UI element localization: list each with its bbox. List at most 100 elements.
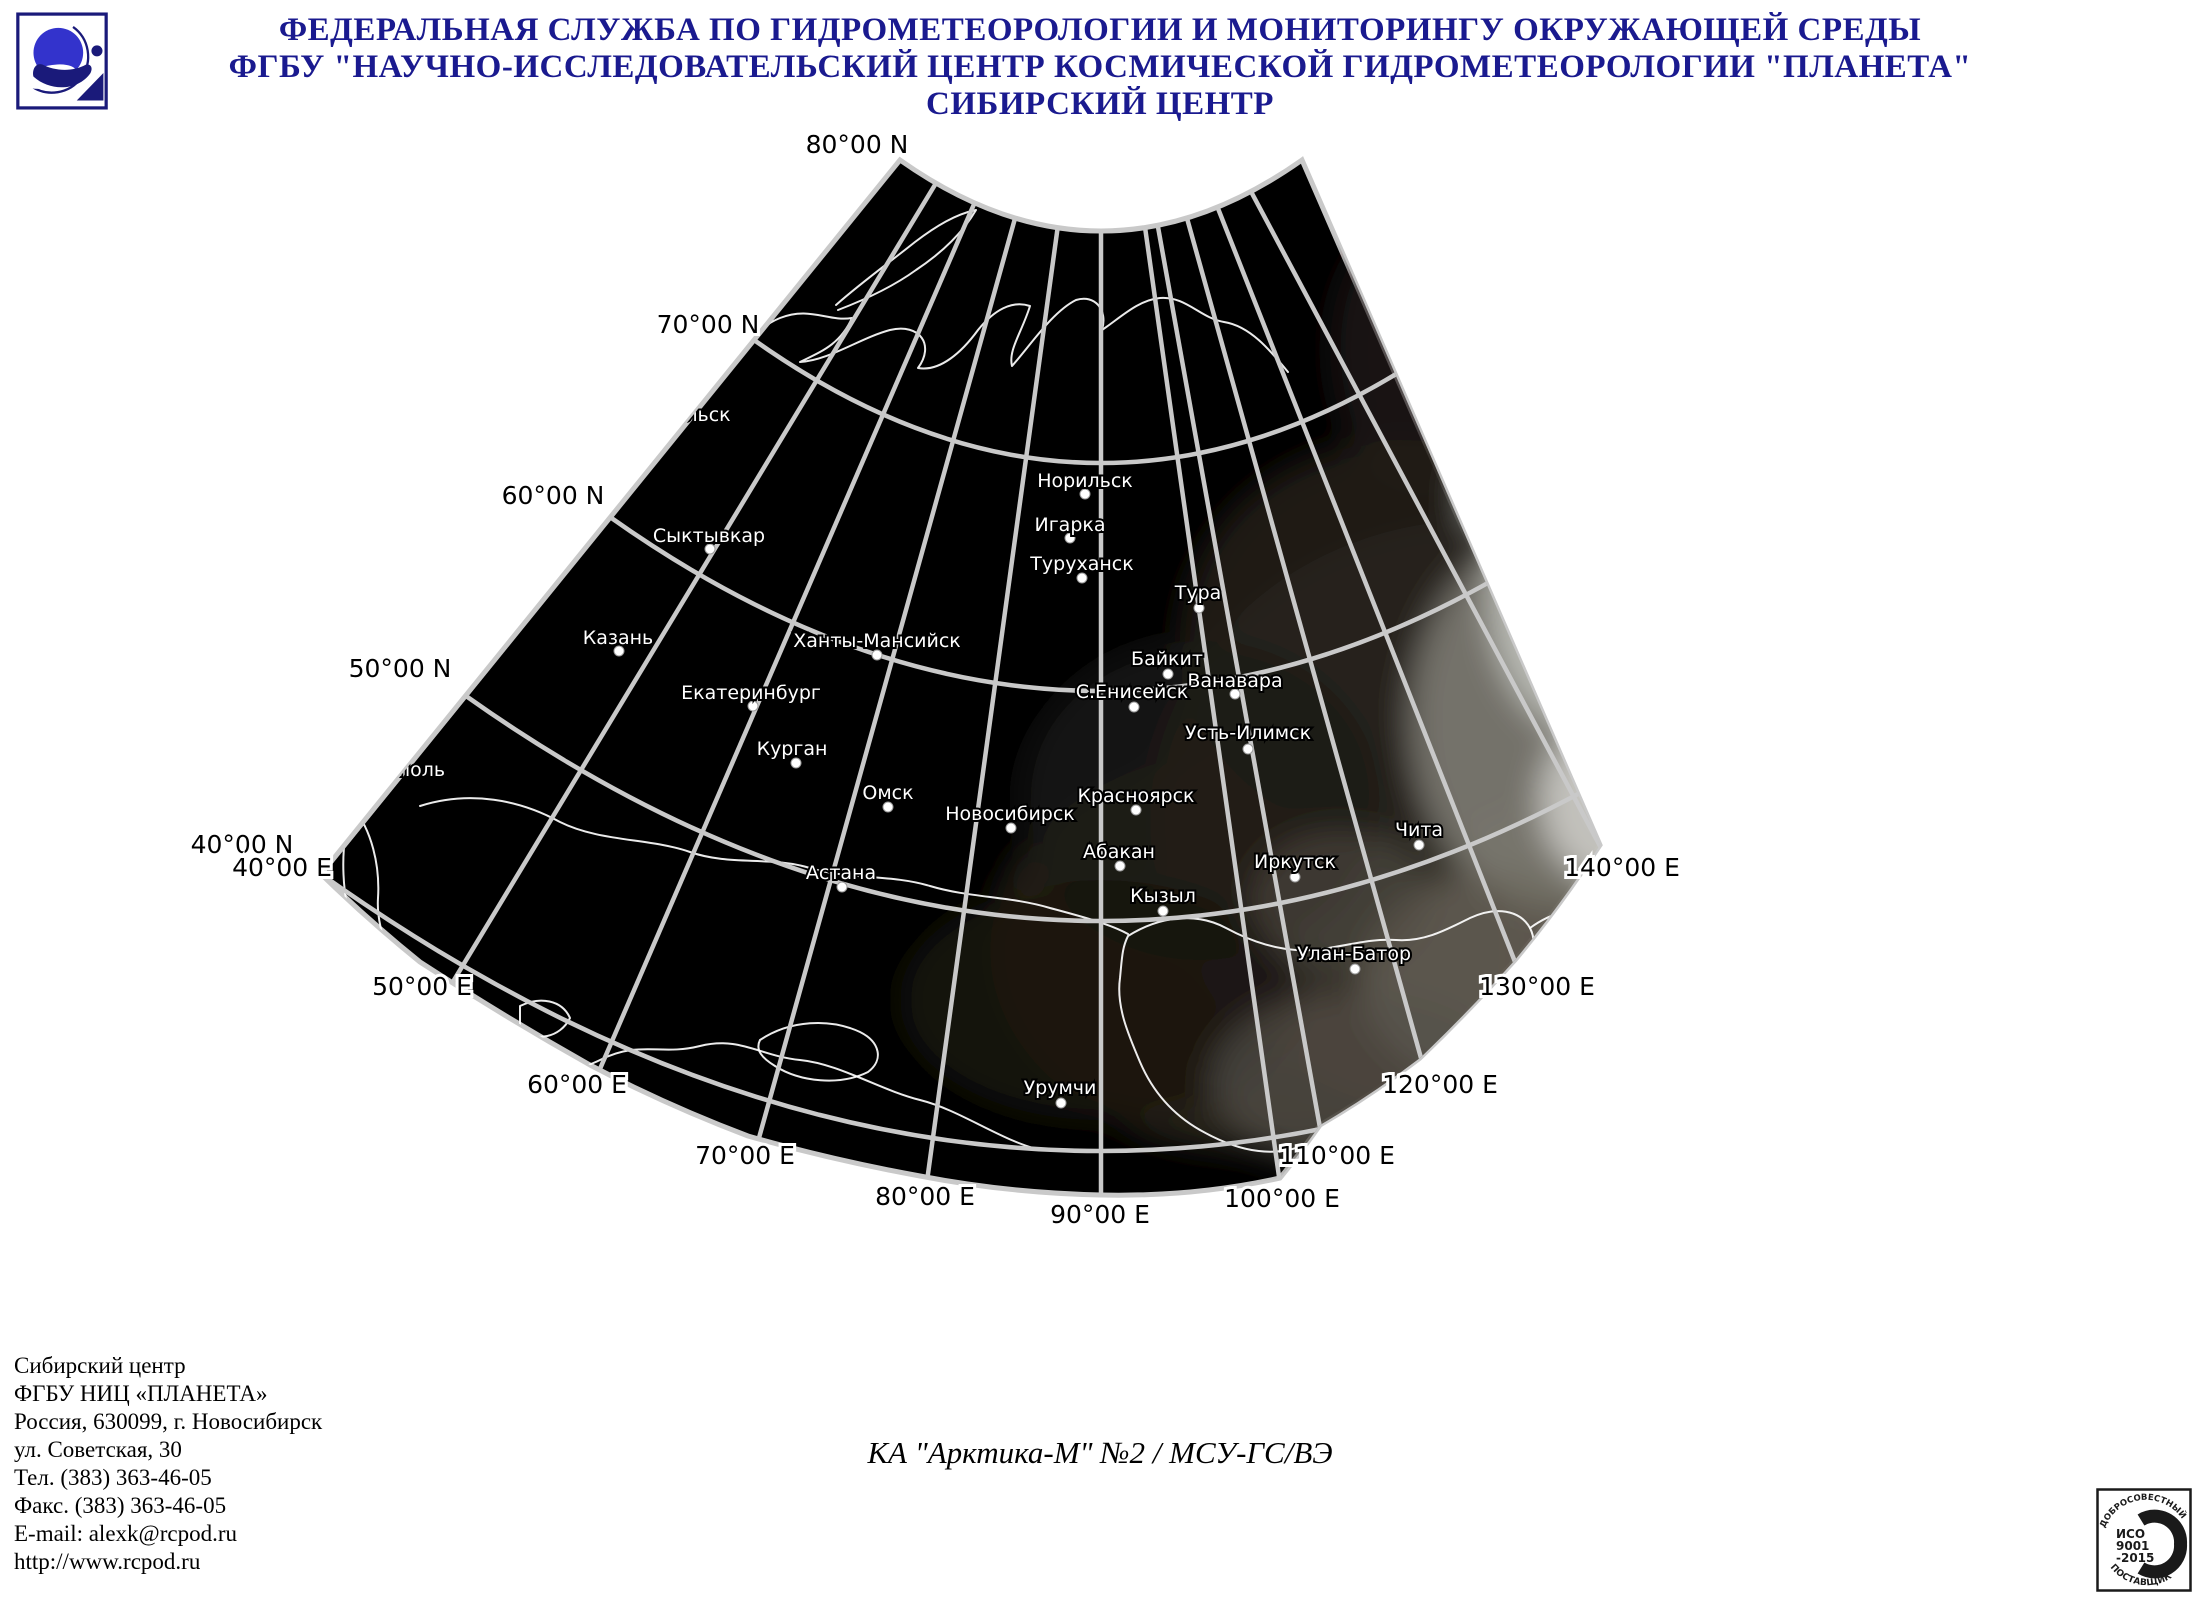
city-dot <box>1289 871 1301 883</box>
header-line-3: СИБИРСКИЙ ЦЕНТР <box>926 86 1274 122</box>
grid-label: 110°00 E <box>1279 1141 1395 1170</box>
city-label: Иркутск <box>1254 851 1336 873</box>
border-kazakhstan-north <box>419 797 1129 935</box>
city-label: Омск <box>862 782 913 804</box>
meridian-50e <box>374 160 1030 1111</box>
coastline-east <box>1559 299 1600 629</box>
city-label: Ванавара <box>1187 670 1282 692</box>
city-dot <box>1162 668 1174 680</box>
city-label: Чита <box>1395 819 1443 841</box>
city-label: Урумчи <box>1024 1077 1097 1099</box>
grid-label: 90°00 E <box>1050 1200 1150 1229</box>
iso-stamp-icon: ДОБРОСОВЕСТНЫЙ ИСО 9001 -2015 ПОСТАВЩИК <box>2096 1488 2192 1592</box>
city-dot <box>882 801 894 813</box>
contact-line: ФГБУ НИЦ «ПЛАНЕТА» <box>14 1381 268 1406</box>
city-dot <box>1114 860 1126 872</box>
city-dot <box>613 645 625 657</box>
city-dot <box>1079 488 1091 500</box>
meridian-120e <box>1136 160 1480 1196</box>
stamp-2015: -2015 <box>2116 1551 2154 1565</box>
contact-line: Россия, 630099, г. Новосибирск <box>14 1409 323 1434</box>
grid-label: 40°00 E <box>232 853 332 882</box>
city-dot <box>871 649 883 661</box>
stamp-c-glyph <box>2137 1509 2188 1579</box>
logo-satellite <box>91 45 103 57</box>
planeta-logo <box>16 12 108 110</box>
header-title-block: ФЕДЕРАЛЬНАЯ СЛУЖБА ПО ГИДРОМЕТЕОРОЛОГИИ … <box>0 12 2200 123</box>
city-label: Ставрополь <box>327 759 445 781</box>
planeta-logo-icon <box>16 12 108 110</box>
grid-label: 70°00 E <box>695 1141 795 1170</box>
annotation-channels: Спектральные каналы R: 0,80 - 0,90 мкм, … <box>0 1588 2200 1600</box>
city-label: Архангельск <box>603 404 730 426</box>
city-dot <box>1229 688 1241 700</box>
grid-label: 60°00 E <box>527 1070 627 1099</box>
border-kyrgyz-loop <box>757 1022 879 1082</box>
iso-stamp: ДОБРОСОВЕСТНЫЙ ИСО 9001 -2015 ПОСТАВЩИК <box>2096 1488 2192 1592</box>
meridian-100e <box>1117 160 1299 1196</box>
city-dot <box>790 757 802 769</box>
city-label: Кызыл <box>1130 885 1196 907</box>
city-label: Астана <box>806 862 876 884</box>
city-label: Сыктывкар <box>653 525 765 547</box>
graticule <box>321 160 1600 1196</box>
contact-line: Факс. (383) 363-46-05 <box>14 1493 227 1518</box>
city-dot <box>1064 532 1076 544</box>
logo-planet <box>33 27 84 78</box>
city-label: Игарка <box>1034 514 1105 536</box>
city-label: Новосибирск <box>945 803 1075 825</box>
city-label: Улан-Батор <box>1297 943 1411 965</box>
city-dot <box>1005 822 1017 834</box>
city-dot <box>1157 905 1169 917</box>
meridian-80e <box>908 160 1085 1196</box>
city-dot <box>836 881 848 893</box>
meridian-60e <box>542 160 1048 1196</box>
city-label: Екатеринбург <box>681 682 821 704</box>
grid-label: 130°00 E <box>1479 972 1595 1001</box>
grid-label: 60°00 N <box>502 481 605 510</box>
meridian-140e <box>1165 160 1600 1148</box>
border-right-edge <box>1599 679 1600 846</box>
stamp-9001: 9001 <box>2116 1539 2149 1553</box>
city-dot <box>662 423 674 435</box>
city-label: Казань <box>583 627 654 649</box>
header-line-1: ФЕДЕРАЛЬНАЯ СЛУЖБА ПО ГИДРОМЕТЕОРОЛОГИИ … <box>278 12 1922 48</box>
contact-line: ул. Советская, 30 <box>14 1437 182 1462</box>
grid-label: 80°00 E <box>875 1182 975 1211</box>
city-label: Норильск <box>1037 470 1133 492</box>
meridian-110e <box>1123 160 1352 1196</box>
contact-block: Сибирский центр ФГБУ НИЦ «ПЛАНЕТА» Россия,… <box>14 1352 322 1576</box>
annotation-block: КА "Арктика-М" №2 / МСУ-ГС/ВЭ Спектральн… <box>0 1318 2200 1600</box>
city-label: Курган <box>757 738 828 760</box>
grid-label: 120°00 E <box>1382 1070 1498 1099</box>
city-dot <box>747 700 759 712</box>
city-dot <box>1055 1097 1067 1109</box>
grid-label: 80°00 N <box>806 130 909 159</box>
logo-swoosh <box>33 64 92 88</box>
grid-label: 50°00 N <box>349 654 452 683</box>
city-dot <box>1128 701 1140 713</box>
annotation-satellite: КА "Арктика-М" №2 / МСУ-ГС/ВЭ <box>867 1435 1333 1470</box>
contact-line: Сибирский центр <box>14 1353 186 1378</box>
city-dot <box>1242 743 1254 755</box>
city-label: Туруханск <box>1029 553 1133 575</box>
meridian-70e <box>722 160 1066 1196</box>
city-label: Тура <box>1174 582 1222 604</box>
city-label: Красноярск <box>1077 785 1194 807</box>
contact-line: Тел. (383) 363-46-05 <box>14 1465 212 1490</box>
coastline-arctic <box>596 296 1289 394</box>
grid-labels-layer: 80°00 N 70°00 N 60°00 N 50°00 N 40°00 N40°00… <box>188 127 1683 1232</box>
stamp-iso: ИСО <box>2116 1527 2145 1541</box>
city-dot <box>1076 572 1088 584</box>
city-dot <box>1193 602 1205 614</box>
city-label: Ханты-Мансийск <box>793 630 961 652</box>
city-dot <box>1349 963 1361 975</box>
grid-label: 50°00 E <box>372 972 472 1001</box>
city-label: Байкит <box>1131 648 1203 670</box>
grid-label: 40°00 N <box>191 830 294 859</box>
city-label: С.Енисейск <box>1076 681 1189 703</box>
grid-label: 140°00 E <box>1564 853 1680 882</box>
grid-label: 100°00 E <box>1224 1184 1340 1213</box>
